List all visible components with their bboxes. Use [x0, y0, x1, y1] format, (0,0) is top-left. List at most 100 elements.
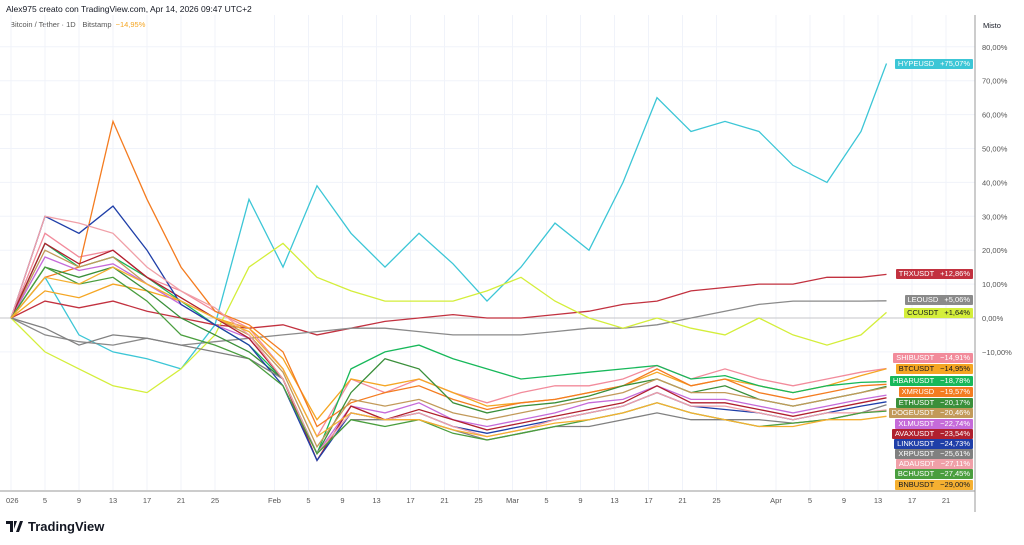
x-tick-label: 13: [610, 496, 618, 505]
y-tick-label: 20,00%: [982, 246, 1008, 255]
symbol-change: −14,95%: [115, 20, 146, 29]
y-tick-label: 50,00%: [982, 145, 1008, 154]
badge-value: −20,17%: [940, 398, 970, 407]
series-badge-avaxusdt[interactable]: AVAXUSDT −23,54%: [891, 429, 973, 439]
y-tick-label: 80,00%: [982, 43, 1008, 52]
series-badge-xmrusd[interactable]: XMRUSD −19,57%: [898, 387, 973, 397]
badge-symbol: BCHUSDT: [897, 469, 935, 478]
x-tick-label: 9: [578, 496, 582, 505]
y-tick-label: 30,00%: [982, 212, 1008, 221]
x-tick-label: 21: [440, 496, 448, 505]
series-badge-adausdt[interactable]: ADAUSDT −27,11%: [895, 459, 973, 469]
y-tick-label: 10,00%: [982, 280, 1008, 289]
x-tick-label: 13: [874, 496, 882, 505]
series-line-adausdt[interactable]: [10, 215, 887, 455]
badge-value: +75,07%: [940, 59, 970, 68]
badge-value: −27,45%: [940, 469, 970, 478]
series-badge-btcusdt[interactable]: BTCUSDT −14,95%: [895, 364, 973, 374]
series-badge-hypeusd[interactable]: HYPEUSD +75,07%: [894, 59, 973, 69]
series-line-avaxusdt[interactable]: [10, 242, 887, 462]
series-badge-ccusdt[interactable]: CCUSDT +1,64%: [904, 308, 973, 318]
series-line-hbarusdt[interactable]: [10, 242, 887, 456]
x-tick-label: 21: [942, 496, 950, 505]
x-tick-label: 21: [177, 496, 185, 505]
badge-symbol: XMRUSD: [901, 387, 935, 396]
logo-text: TradingView: [28, 519, 105, 534]
series-badge-leousd[interactable]: LEOUSD +5,06%: [904, 295, 973, 305]
badge-symbol: LEOUSD: [907, 295, 939, 304]
x-tick-label: 17: [406, 496, 414, 505]
series-badge-dogeusdt[interactable]: DOGEUSDT −20,46%: [888, 408, 973, 418]
series-line-xmrusd[interactable]: [10, 119, 887, 428]
x-tick-label: 026: [6, 496, 19, 505]
series-badge-hbarusdt[interactable]: HBARUSDT −18,78%: [889, 376, 973, 386]
chart-header-title: Alex975 creato con TradingView.com, Apr …: [6, 4, 252, 14]
badge-symbol: AVAXUSDT: [894, 429, 935, 438]
badge-value: −24,73%: [940, 439, 970, 448]
badge-symbol: HBARUSDT: [892, 376, 935, 385]
badge-value: +1,64%: [944, 308, 970, 317]
x-tick-label: Feb: [268, 496, 281, 505]
badge-symbol: ETHUSDT: [898, 398, 935, 407]
x-tick-label: 5: [43, 496, 47, 505]
badge-value: −18,78%: [940, 376, 970, 385]
x-tick-label: Mar: [506, 496, 519, 505]
badge-value: −29,00%: [940, 480, 970, 489]
badge-value: +12,86%: [940, 269, 970, 278]
x-tick-label: 9: [77, 496, 81, 505]
badge-value: −20,46%: [940, 408, 970, 417]
series-badge-trxusdt[interactable]: TRXUSDT +12,86%: [895, 269, 973, 279]
x-tick-label: 5: [808, 496, 812, 505]
axis-mode-label[interactable]: Misto: [983, 21, 1001, 30]
badge-value: −22,74%: [940, 419, 970, 428]
tradingview-logo-icon: [6, 521, 23, 532]
series-badge-bnbusdt[interactable]: BNBUSDT −29,00%: [895, 480, 973, 490]
badge-value: +5,06%: [944, 295, 970, 304]
x-tick-label: 25: [712, 496, 720, 505]
y-tick-label: 40,00%: [982, 178, 1008, 187]
badge-value: −14,95%: [940, 364, 970, 373]
badge-value: −25,61%: [940, 449, 970, 458]
series-line-bnbusdt[interactable]: [10, 266, 887, 438]
badge-value: −14,91%: [940, 353, 970, 362]
badge-symbol: HYPEUSD: [897, 59, 935, 68]
series-line-linkusdt[interactable]: [10, 205, 887, 462]
x-tick-label: 13: [109, 496, 117, 505]
x-tick-label: 17: [143, 496, 151, 505]
y-tick-label: −10,00%: [982, 348, 1012, 357]
badge-symbol: LINKUSDT: [897, 439, 935, 448]
series-line-ethusdt[interactable]: [10, 266, 887, 456]
badge-symbol: ADAUSDT: [898, 459, 935, 468]
series-badge-xrpusdt[interactable]: XRPUSDT −25,61%: [895, 449, 973, 459]
y-tick-label: 60,00%: [982, 111, 1008, 120]
badge-symbol: BTCUSDT: [898, 364, 935, 373]
x-tick-label: 9: [842, 496, 846, 505]
series-line-xrpusdt[interactable]: [10, 317, 887, 455]
series-badge-linkusdt[interactable]: LINKUSDT −24,73%: [894, 439, 973, 449]
badge-symbol: CCUSDT: [907, 308, 939, 317]
x-tick-label: 5: [544, 496, 548, 505]
symbol-legend: Bitcoin / Tether · 1D · Bitstamp −14,95%: [10, 20, 145, 29]
badge-symbol: XRPUSDT: [898, 449, 935, 458]
series-line-hypeusd[interactable]: [10, 63, 888, 370]
series-line-ccusdt[interactable]: [10, 242, 887, 394]
x-tick-label: 17: [644, 496, 652, 505]
series-badge-ethusdt[interactable]: ETHUSDT −20,17%: [895, 398, 973, 408]
badge-symbol: DOGEUSDT: [891, 408, 935, 417]
x-tick-label: 21: [678, 496, 686, 505]
badge-value: −27,11%: [940, 459, 970, 468]
series-badge-xlmusdt[interactable]: XLMUSDT −22,74%: [895, 419, 973, 429]
series-badge-shibusdt[interactable]: SHIBUSDT −14,91%: [893, 353, 973, 363]
badge-symbol: SHIBUSDT: [896, 353, 935, 362]
tradingview-logo[interactable]: TradingView: [6, 519, 104, 534]
y-tick-label: 0,00%: [982, 314, 1004, 323]
badge-symbol: XLMUSDT: [898, 419, 935, 428]
x-tick-label: 25: [474, 496, 482, 505]
x-tick-label: 9: [340, 496, 344, 505]
series-line-btcusdt[interactable]: [10, 283, 887, 421]
badge-value: −23,54%: [940, 429, 970, 438]
series-badge-bchusdt[interactable]: BCHUSDT −27,45%: [894, 469, 973, 479]
badge-symbol: BNBUSDT: [898, 480, 935, 489]
series-line-trxusdt[interactable]: [10, 273, 887, 336]
